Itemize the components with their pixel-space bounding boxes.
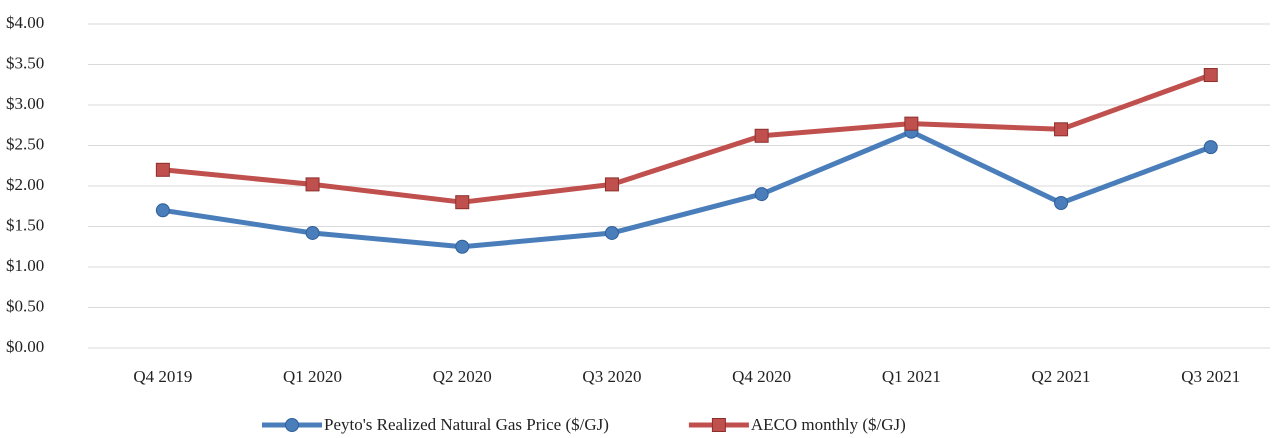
point <box>754 128 769 143</box>
y-tick-label: $1.50 <box>6 215 44 234</box>
x-tick-label: Q3 2021 <box>1181 367 1240 386</box>
y-tick-label: $3.00 <box>6 94 44 113</box>
point <box>1054 196 1069 211</box>
y-tick-label: $0.50 <box>6 296 44 315</box>
x-tick-label: Q4 2020 <box>732 367 791 386</box>
series-line <box>162 72 1212 205</box>
point <box>455 195 470 210</box>
point <box>1203 68 1218 83</box>
y-tick-label: $0.00 <box>6 337 44 356</box>
series-line <box>162 129 1212 250</box>
point <box>305 225 320 240</box>
x-tick-label: Q3 2020 <box>582 367 641 386</box>
point <box>604 177 619 192</box>
point <box>1203 140 1218 155</box>
point <box>1054 122 1069 137</box>
legend-label: AECO monthly ($/GJ) <box>751 415 906 434</box>
x-tick-label: Q4 2019 <box>133 367 192 386</box>
point <box>155 162 170 177</box>
y-tick-label: $2.00 <box>6 175 44 194</box>
x-tick-label: Q2 2021 <box>1032 367 1091 386</box>
y-tick-label: $2.50 <box>6 134 44 153</box>
y-tick-label: $3.50 <box>6 53 44 72</box>
point <box>305 177 320 192</box>
x-tick-label: Q1 2021 <box>882 367 941 386</box>
point <box>711 418 726 432</box>
x-tick-label: Q2 2020 <box>433 367 492 386</box>
y-tick-label: $4.00 <box>6 13 44 32</box>
point <box>155 203 170 218</box>
point <box>904 116 919 131</box>
point <box>754 187 769 202</box>
point <box>285 418 299 432</box>
y-tick-label: $1.00 <box>6 256 44 275</box>
point <box>455 239 470 254</box>
legend-label: Peyto's Realized Natural Gas Price ($/GJ… <box>324 415 609 434</box>
x-tick-label: Q1 2020 <box>283 367 342 386</box>
point <box>604 225 619 240</box>
